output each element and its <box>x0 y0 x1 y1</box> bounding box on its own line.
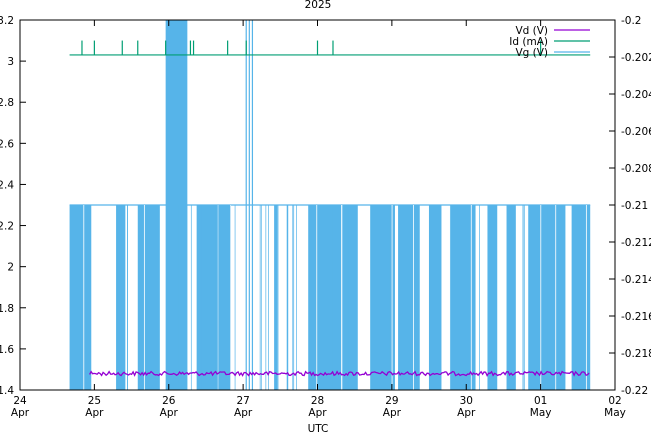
x-tick-day: 25 <box>88 395 101 407</box>
x-tick-day: 28 <box>311 395 324 407</box>
right-tick-label: -0.208 <box>621 163 651 175</box>
x-tick-month: Apr <box>308 407 327 419</box>
vg-low-band <box>398 205 420 390</box>
x-tick-day: 29 <box>385 395 398 407</box>
vg-low-band <box>308 205 358 390</box>
id-series <box>69 40 591 56</box>
left-tick-label: 1.8 <box>0 303 14 315</box>
vg-low-band <box>196 205 231 390</box>
right-tick-label: -0.22 <box>621 385 648 397</box>
vg-low-band <box>571 205 591 390</box>
vg-low-band <box>450 205 476 390</box>
chart-title: 2025 <box>305 0 332 11</box>
right-tick-label: -0.21 <box>621 200 648 212</box>
x-axis-labels: 24Apr25Apr26Apr27Apr28Apr29Apr30Apr01May… <box>11 395 626 419</box>
x-tick-month: May <box>604 407 626 419</box>
x-tick-month: Apr <box>457 407 476 419</box>
x-tick-month: Apr <box>383 407 402 419</box>
vd-series <box>89 370 590 377</box>
left-tick-label: 2.4 <box>0 179 14 191</box>
vg-low-band <box>429 205 442 390</box>
right-tick-label: -0.2 <box>621 15 642 27</box>
right-tick-label: -0.212 <box>621 237 651 249</box>
x-tick-day: 27 <box>236 395 249 407</box>
right-tick-label: -0.206 <box>621 126 651 138</box>
x-tick-month: Apr <box>11 407 30 419</box>
vg-peak-band <box>165 20 188 390</box>
left-tick-label: 3 <box>7 56 14 68</box>
legend-label: Vg (V) <box>515 47 548 59</box>
x-tick-month: Apr <box>160 407 179 419</box>
x-tick-month: Apr <box>234 407 253 419</box>
legend-label: Vd (V) <box>515 25 548 37</box>
x-tick-day: 30 <box>460 395 473 407</box>
right-tick-label: -0.218 <box>621 348 651 360</box>
vg-low-band <box>274 205 278 390</box>
vg-low-band <box>370 205 395 390</box>
left-tick-label: 1.4 <box>0 385 14 397</box>
vg-series <box>69 20 591 390</box>
x-tick-month: May <box>530 407 552 419</box>
legend-label: Id (mA) <box>509 36 548 48</box>
left-tick-label: 2.6 <box>0 138 14 150</box>
left-axis-labels: 1.4 1.6 1.8 2 2.2 2.4 2.6 2.8 3 3.2 <box>0 15 14 397</box>
left-tick-label: 2.8 <box>0 97 14 109</box>
x-tick-day: 26 <box>162 395 176 407</box>
vg-low-band <box>116 205 126 390</box>
right-axis-labels: -0.22 -0.218 -0.216 -0.214 -0.212 -0.21 -0.208… <box>621 15 651 397</box>
right-tick-label: -0.216 <box>621 311 651 323</box>
legend: Vd (V)Id (mA)Vg (V) <box>509 25 590 59</box>
vg-low-band <box>137 205 160 390</box>
left-tick-label: 1.6 <box>0 344 14 356</box>
x-tick-day: 24 <box>13 395 27 407</box>
x-tick-day: 02 <box>608 395 621 407</box>
right-tick-label: -0.204 <box>621 89 651 101</box>
left-tick-label: 2.2 <box>0 221 14 233</box>
left-tick-label: 2 <box>7 262 14 274</box>
right-tick-label: -0.202 <box>621 52 651 64</box>
right-tick-label: -0.214 <box>621 274 651 286</box>
vg-low-band <box>528 205 566 390</box>
vg-low-band <box>487 205 498 390</box>
vd-line <box>89 370 590 377</box>
x-tick-day: 01 <box>534 395 547 407</box>
vg-low-band <box>69 205 92 390</box>
x-tick-month: Apr <box>85 407 104 419</box>
axis-ticks <box>19 19 616 391</box>
x-axis-label: UTC <box>308 423 329 432</box>
left-tick-label: 3.2 <box>0 15 14 27</box>
